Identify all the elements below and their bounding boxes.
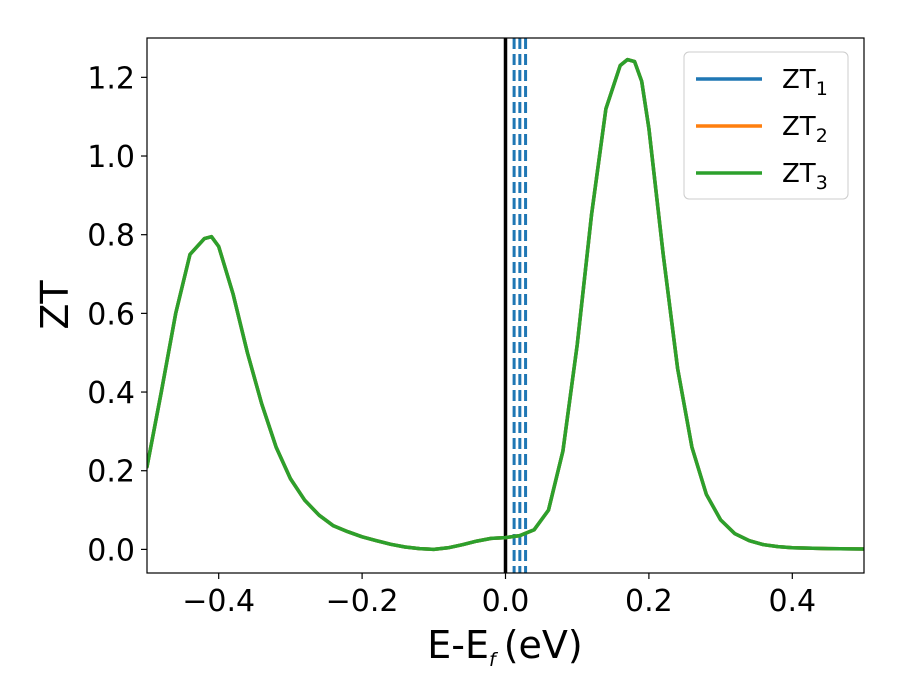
x-axis-ticks: −0.4 −0.2 0.0 0.2 0.4: [182, 573, 816, 619]
x-axis-title-sub: f: [489, 649, 499, 671]
series-line-3: [147, 57, 864, 552]
y-tick-label: 0.0: [87, 533, 135, 568]
y-axis-ticks: 0.0 0.2 0.4 0.6 0.8 1.0 1.2: [87, 61, 147, 568]
legend-label-3: ZT3: [782, 159, 828, 194]
y-tick-label: 1.2: [87, 61, 135, 96]
x-axis-title: E-Ef (eV): [427, 623, 582, 671]
y-tick-label: 0.4: [87, 376, 135, 411]
x-axis-title-main: E-E: [427, 623, 489, 667]
plot-area: [147, 38, 864, 573]
x-axis-title-unit: (eV): [504, 623, 583, 667]
vertical-lines: [503, 38, 528, 573]
x-tick-label: −0.2: [326, 584, 399, 619]
x-tick-label: 0.2: [625, 584, 673, 619]
legend-label-2: ZT2: [782, 112, 828, 147]
legend: ZT1 ZT2 ZT3: [683, 51, 849, 200]
y-axis-title: ZT: [33, 280, 77, 330]
legend-box: [683, 51, 849, 200]
y-tick-label: 0.2: [87, 455, 135, 490]
series-lines: [147, 57, 864, 552]
y-tick-label: 1.0: [87, 140, 135, 175]
legend-label-1: ZT1: [782, 65, 828, 100]
y-tick-label: 0.8: [87, 219, 135, 254]
x-tick-label: 0.0: [482, 584, 530, 619]
y-tick-label: 0.6: [87, 297, 135, 332]
x-tick-label: 0.4: [768, 584, 816, 619]
x-tick-label: −0.4: [182, 584, 255, 619]
